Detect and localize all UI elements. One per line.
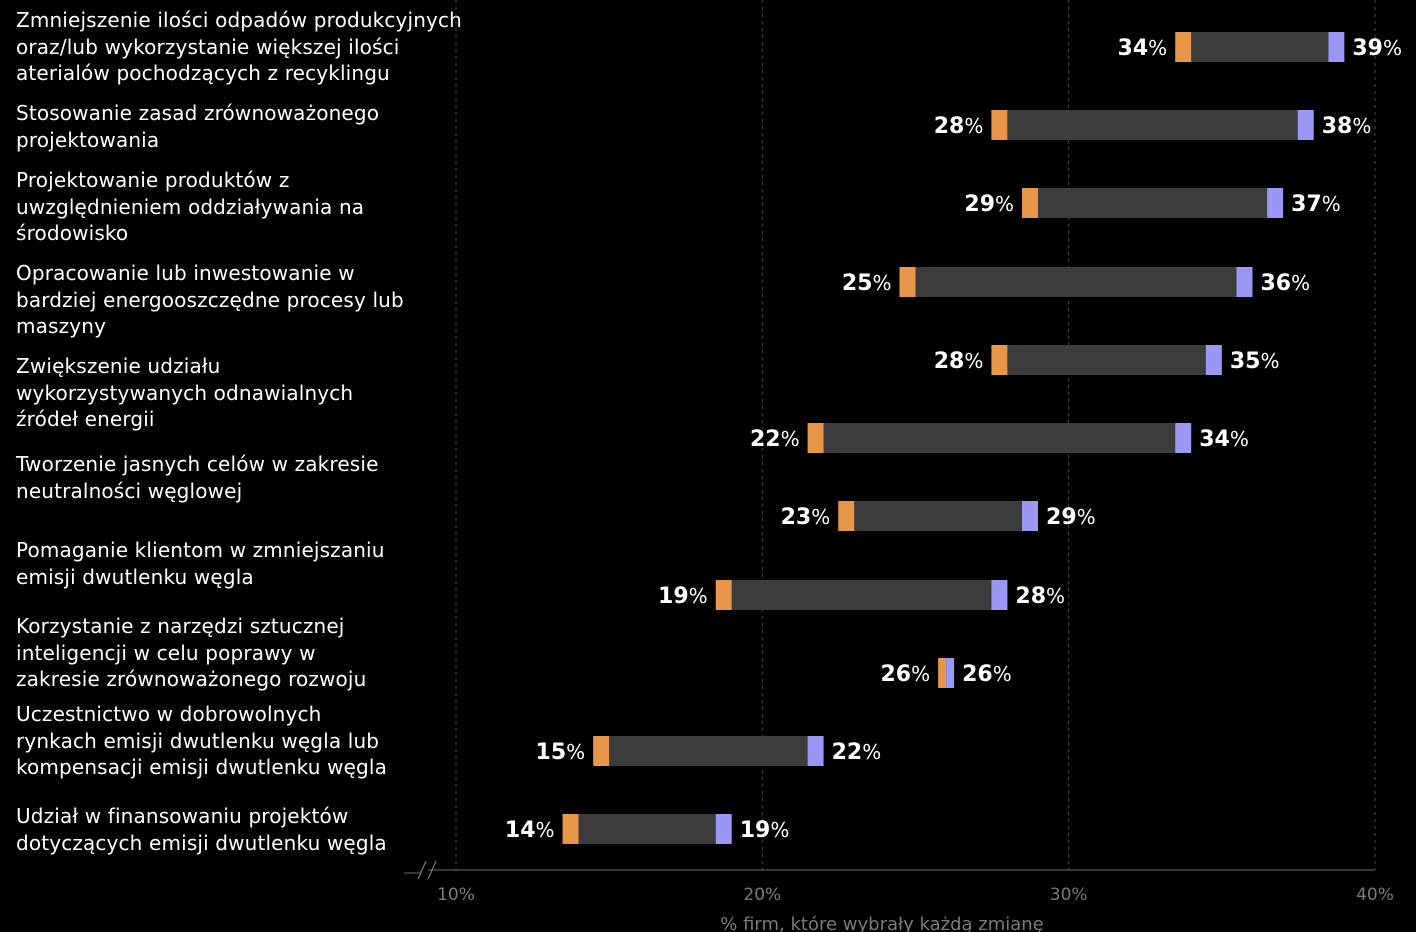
end-value-label: 39% — [1352, 36, 1402, 61]
x-tick-label: 30% — [1050, 885, 1088, 905]
dumbbell-row: 19% 28% — [658, 580, 1065, 610]
dumbbell-row: 26% 26% — [880, 658, 1012, 688]
end-value-label: 35% — [1230, 349, 1280, 374]
dumbbell-row: 14% 19% — [505, 814, 789, 844]
start-value-label: 15% — [536, 740, 586, 765]
start-value-label: 34% — [1118, 36, 1168, 61]
category-label: Zmniejszenie ilości odpadów produkcyjnyc… — [16, 8, 462, 85]
start-value-label: 22% — [750, 427, 800, 452]
x-axis-label: % firm, które wybrały każdą zmianę — [720, 914, 1044, 932]
end-value-label: 22% — [832, 740, 882, 765]
start-value-label: 29% — [964, 192, 1014, 217]
range-connector — [854, 501, 1023, 531]
end-value-label: 38% — [1322, 114, 1372, 139]
x-tick-label: 10% — [437, 885, 475, 905]
x-tick-label: 40% — [1356, 885, 1394, 905]
end-value-label: 36% — [1260, 271, 1310, 296]
dumbbell-row: 28% 35% — [934, 345, 1280, 375]
axis-break-mark — [417, 860, 437, 880]
end-marker — [715, 814, 732, 844]
category-label: Zwiększenie udziału wykorzystywanych odn… — [16, 354, 354, 431]
end-marker — [946, 658, 955, 688]
start-marker — [991, 345, 1008, 375]
end-marker — [1236, 267, 1253, 297]
start-value-label: 25% — [842, 271, 892, 296]
end-value-label: 37% — [1291, 192, 1341, 217]
category-label: Pomaganie klientom w zmniejszaniu emisji… — [16, 538, 385, 589]
end-marker — [1328, 32, 1345, 62]
range-connector — [1007, 345, 1206, 375]
category-label: Stosowanie zasad zrównoważonego projekto… — [16, 101, 380, 152]
end-value-label: 28% — [1015, 584, 1065, 609]
start-value-label: 28% — [934, 114, 984, 139]
end-value-label: 19% — [740, 818, 790, 843]
dumbbell-row: 29% 37% — [964, 188, 1341, 218]
start-marker — [899, 267, 916, 297]
end-marker — [1022, 501, 1039, 531]
range-connector — [1007, 110, 1298, 140]
start-marker — [807, 423, 824, 453]
end-value-label: 29% — [1046, 505, 1096, 530]
dumbbell-row: 34% 39% — [1118, 32, 1402, 62]
category-label: Opracowanie lub inwestowanie w bardziej … — [16, 261, 404, 338]
start-marker — [562, 814, 579, 844]
start-marker — [838, 501, 855, 531]
start-value-label: 23% — [781, 505, 831, 530]
start-marker — [1022, 188, 1039, 218]
category-label: Tworzenie jasnych celów w zakresie neutr… — [16, 452, 379, 503]
x-axis: 10% 20% 30% 40% — [404, 860, 1394, 905]
x-tick-label: 20% — [743, 885, 781, 905]
category-label: Uczestnictwo w dobrowolnych rynkach emis… — [16, 702, 388, 779]
dumbbell-row: 23% 29% — [781, 501, 1096, 531]
start-value-label: 28% — [934, 349, 984, 374]
end-marker — [1297, 110, 1314, 140]
range-connector — [609, 736, 808, 766]
range-connector — [823, 423, 1176, 453]
start-marker — [593, 736, 610, 766]
start-value-label: 19% — [658, 584, 708, 609]
start-marker — [938, 658, 947, 688]
range-connector — [915, 267, 1237, 297]
range-connector — [1038, 188, 1268, 218]
end-marker — [991, 580, 1008, 610]
start-marker — [1175, 32, 1192, 62]
end-value-label: 34% — [1199, 427, 1249, 452]
category-label: Udział w finansowaniu projektów dotycząc… — [16, 804, 387, 855]
range-connector — [731, 580, 992, 610]
dumbbell-rows: 34% 39%28% 38%29% 37%25% 36%28% 35%22% 34%23% 2… — [505, 32, 1402, 844]
start-marker — [715, 580, 732, 610]
end-marker — [1267, 188, 1284, 218]
category-label: Projektowanie produktów z uwzględnieniem… — [16, 168, 365, 245]
end-value-label: 26% — [962, 662, 1012, 687]
range-connector — [1191, 32, 1329, 62]
dumbbell-row: 15% 22% — [536, 736, 882, 766]
dumbbell-row: 28% 38% — [934, 110, 1372, 140]
category-label: Korzystanie z narzędzi sztucznej intelig… — [16, 614, 367, 691]
start-value-label: 26% — [880, 662, 930, 687]
end-marker — [807, 736, 824, 766]
start-value-label: 14% — [505, 818, 555, 843]
range-connector — [578, 814, 716, 844]
dumbbell-row: 22% 34% — [750, 423, 1249, 453]
start-marker — [991, 110, 1008, 140]
dumbbell-row: 25% 36% — [842, 267, 1310, 297]
end-marker — [1205, 345, 1222, 375]
end-marker — [1175, 423, 1192, 453]
